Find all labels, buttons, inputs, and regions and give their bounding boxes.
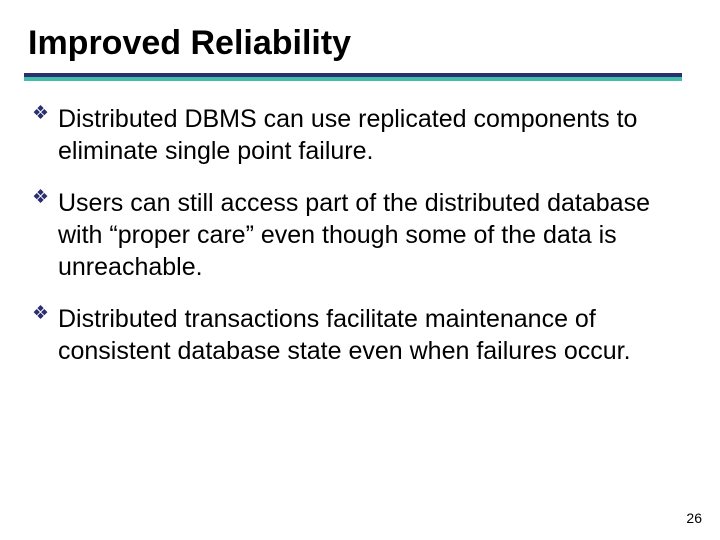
diamond-bullet-icon: ❖ xyxy=(32,303,58,326)
bullet-text: Distributed transactions facilitate main… xyxy=(58,303,674,367)
list-item: ❖ Distributed DBMS can use replicated co… xyxy=(32,103,674,167)
bullet-list: ❖ Distributed DBMS can use replicated co… xyxy=(24,103,682,367)
list-item: ❖ Distributed transactions facilitate ma… xyxy=(32,303,674,367)
list-item: ❖ Users can still access part of the dis… xyxy=(32,187,674,283)
slide: Improved Reliability ❖ Distributed DBMS … xyxy=(0,0,720,540)
title-rule-bottom xyxy=(24,77,682,81)
page-title: Improved Reliability xyxy=(24,24,682,63)
page-number: 26 xyxy=(686,510,702,526)
title-rule xyxy=(24,73,682,81)
bullet-text: Users can still access part of the distr… xyxy=(58,187,674,283)
bullet-text: Distributed DBMS can use replicated comp… xyxy=(58,103,674,167)
diamond-bullet-icon: ❖ xyxy=(32,187,58,210)
diamond-bullet-icon: ❖ xyxy=(32,103,58,126)
